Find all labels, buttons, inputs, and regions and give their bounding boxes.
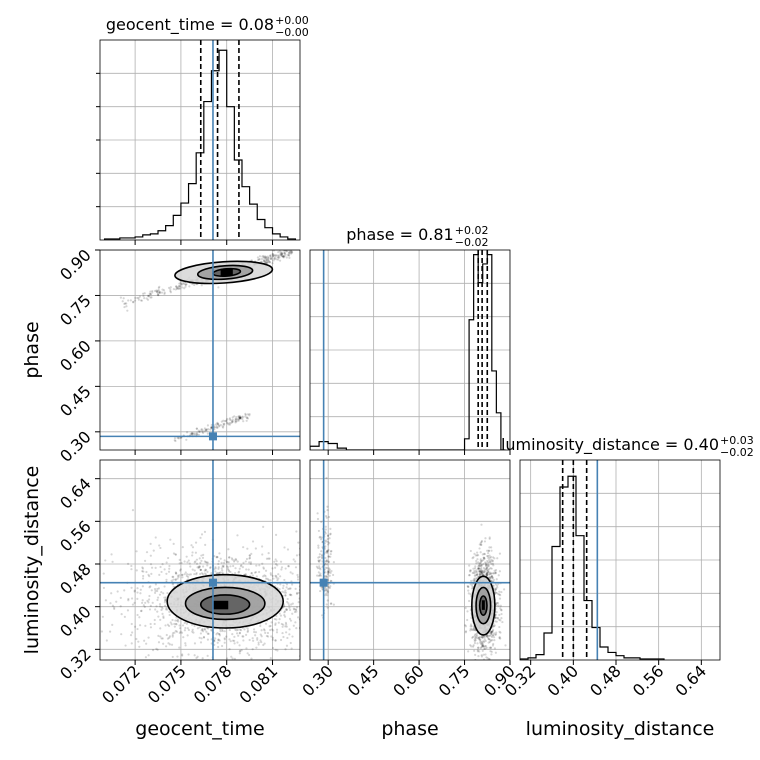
title-lower-error: −0.00 [275,26,309,39]
title-upper-error: +0.03 [720,434,754,447]
x-axis-label-geocent_time: geocent_time [135,718,264,740]
histogram-panel-luminosity_distance [520,460,720,660]
x-tick-label: 0.64 [672,661,711,700]
truth-marker [208,432,217,441]
x-tick-label: 0.56 [629,661,668,700]
x-tick-label: 0.75 [435,661,474,700]
scatter-panel-geocent_time-phase [100,250,300,450]
title-upper-error: +0.02 [455,224,489,237]
histogram-bars [103,49,297,240]
panel-frame [99,459,301,661]
y-tick-label: 0.45 [56,382,95,421]
x-tick-label: 0.081 [236,661,282,707]
x-tick-label: 0.40 [544,661,583,700]
histogram-bars [310,254,506,450]
scatter-panel-phase-luminosity_distance [310,460,510,660]
panel-frame [519,459,721,661]
scatter-panel-geocent_time-luminosity_distance [100,460,300,660]
density-peak [220,268,233,277]
x-tick-label: 0.072 [98,661,144,707]
panel-frame [309,459,511,661]
x-tick-label: 0.078 [190,661,236,707]
y-tick-label: 0.75 [56,291,95,330]
truth-marker [319,578,328,587]
y-tick-label: 0.64 [56,474,95,513]
title-lower-error: −0.02 [720,446,754,459]
density-peak [212,600,229,610]
y-tick-label: 0.40 [56,602,95,641]
panel-title: luminosity_distance = 0.40 [501,435,719,455]
x-tick-label: 0.60 [389,661,428,700]
x-tick-label: 0.48 [586,661,625,700]
x-tick-label: 0.075 [144,661,190,707]
y-axis-label-luminosity_distance: luminosity_distance [21,466,43,655]
y-tick-label: 0.60 [56,336,95,375]
y-tick-label: 0.48 [56,559,95,598]
density-peak [481,600,485,610]
panel-title: phase = 0.81 [346,225,453,244]
panel-frame [309,249,511,451]
x-axis-label-phase: phase [381,718,438,740]
histogram-panel-geocent_time [100,40,300,240]
y-tick-label: 0.32 [56,645,95,684]
title-upper-error: +0.00 [275,14,309,27]
y-tick-label: 0.56 [56,517,95,556]
y-tick-label: 0.30 [56,427,95,466]
title-lower-error: −0.02 [455,236,489,249]
panel-frame [99,249,301,451]
histogram-bars [520,475,665,660]
x-tick-label: 0.45 [344,661,383,700]
panel-title: geocent_time = 0.08 [106,15,274,35]
histogram-panel-phase [310,250,510,450]
truth-marker [208,578,217,587]
y-tick-label: 0.90 [56,245,95,284]
x-axis-label-luminosity_distance: luminosity_distance [526,718,715,740]
y-axis-label-phase: phase [21,321,43,378]
x-tick-label: 0.30 [298,661,337,700]
